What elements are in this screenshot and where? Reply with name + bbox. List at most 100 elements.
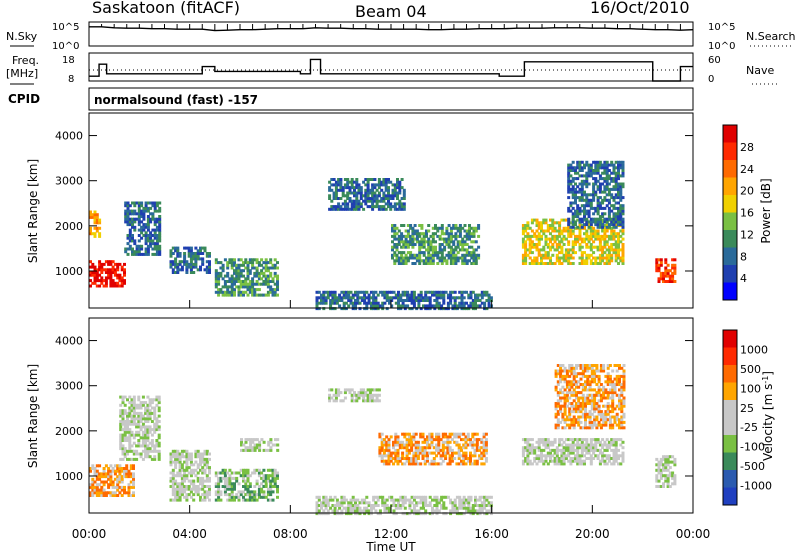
heatmap-cell xyxy=(377,180,381,184)
heatmap-cell xyxy=(540,451,543,455)
heatmap-cell xyxy=(605,259,609,263)
heatmap-cell xyxy=(271,288,275,292)
heatmap-cell xyxy=(233,487,236,491)
heatmap-cell xyxy=(460,307,464,311)
heatmap-cell xyxy=(617,190,620,194)
heatmap-cell xyxy=(419,462,423,466)
heatmap-cell xyxy=(544,459,548,463)
heatmap-cell xyxy=(542,462,546,466)
heatmap-cell xyxy=(601,245,605,249)
heatmap-cell xyxy=(562,457,566,460)
heatmap-cell xyxy=(146,425,150,429)
heatmap-cell xyxy=(356,504,360,507)
heatmap-cell xyxy=(341,191,345,195)
heatmap-cell xyxy=(437,296,441,300)
heatmap-cell xyxy=(349,501,353,505)
heatmap-cell xyxy=(150,420,154,423)
heatmap-cell xyxy=(262,282,266,286)
heatmap-cell xyxy=(580,256,584,260)
heatmap-cell xyxy=(592,443,596,447)
heatmap-cell xyxy=(521,226,525,230)
heatmap-cell xyxy=(549,237,552,241)
heatmap-cell xyxy=(203,493,207,497)
heatmap-cell xyxy=(617,206,620,210)
heatmap-cell xyxy=(332,393,336,397)
heatmap-cell xyxy=(562,448,566,452)
heatmap-cell xyxy=(208,498,211,502)
heatmap-cell xyxy=(118,467,122,470)
heatmap-cell xyxy=(487,293,491,297)
heatmap-cell xyxy=(489,501,493,505)
heatmap-cell xyxy=(187,265,191,269)
heatmap-cell xyxy=(428,290,432,294)
heatmap-cell xyxy=(151,217,155,221)
heatmap-cell xyxy=(564,229,568,233)
heatmap-cell xyxy=(237,280,241,283)
heatmap-cell xyxy=(393,191,397,195)
heatmap-cell xyxy=(469,438,472,442)
heatmap-cell xyxy=(614,174,618,178)
heatmap-cell xyxy=(535,457,539,460)
heatmap-cell xyxy=(205,449,209,453)
heatmap-cell xyxy=(228,258,232,262)
heatmap-cell xyxy=(125,467,129,470)
heatmap-cell xyxy=(617,217,620,221)
heatmap-cell xyxy=(169,452,173,456)
heatmap-cell xyxy=(208,265,211,269)
heatmap-cell xyxy=(129,467,133,470)
heatmap-cell xyxy=(592,229,596,233)
heatmap-cell xyxy=(208,262,211,266)
heatmap-cell xyxy=(109,464,113,468)
heatmap-cell xyxy=(128,247,132,251)
heatmap-cell xyxy=(257,471,261,475)
heatmap-cell xyxy=(558,438,562,442)
heatmap-cell xyxy=(452,224,456,227)
heatmap-cell xyxy=(189,455,193,459)
heatmap-cell xyxy=(521,229,525,233)
heatmap-cell xyxy=(120,467,124,470)
heatmap-cell xyxy=(334,391,338,395)
heatmap-cell xyxy=(585,171,589,175)
heatmap-cell xyxy=(478,457,482,460)
heatmap-cell xyxy=(437,432,441,436)
heatmap-cell xyxy=(453,504,457,507)
heatmap-cell xyxy=(395,237,399,241)
heatmap-cell xyxy=(571,179,575,183)
heatmap-cell xyxy=(328,180,332,184)
heatmap-cell xyxy=(457,448,461,452)
heatmap-cell xyxy=(524,248,528,252)
heatmap-cell xyxy=(337,207,341,211)
heatmap-cell xyxy=(596,457,600,460)
heatmap-cell xyxy=(431,256,435,260)
heatmap-cell xyxy=(570,372,574,376)
heatmap-cell xyxy=(342,501,346,505)
heatmap-cell xyxy=(118,472,122,476)
heatmap-cell xyxy=(403,446,407,450)
heatmap-cell xyxy=(471,504,475,507)
heatmap-cell xyxy=(533,232,537,236)
heatmap-cell xyxy=(485,495,489,499)
heatmap-cell xyxy=(205,452,209,456)
heatmap-cell xyxy=(132,414,136,418)
heatmap-cell xyxy=(107,491,111,495)
heatmap-cell xyxy=(374,307,378,311)
heatmap-cell xyxy=(199,498,202,502)
heatmap-cell xyxy=(230,277,234,281)
heatmap-cell xyxy=(384,188,388,192)
heatmap-cell xyxy=(230,266,234,270)
heatmap-cell xyxy=(104,260,108,264)
heatmap-cell xyxy=(140,236,144,240)
heatmap-cell xyxy=(598,459,602,463)
heatmap-cell xyxy=(603,443,607,447)
heatmap-cell xyxy=(338,501,342,505)
heatmap-cell xyxy=(537,443,541,447)
heatmap-cell xyxy=(353,205,356,209)
heatmap-cell xyxy=(137,444,141,448)
heatmap-cell xyxy=(474,299,477,302)
heatmap-cell xyxy=(155,220,159,224)
heatmap-cell xyxy=(621,459,625,463)
heatmap-cell xyxy=(169,260,173,264)
heatmap-cell xyxy=(371,205,375,209)
heatmap-cell xyxy=(659,274,663,278)
heatmap-cell xyxy=(128,430,132,434)
